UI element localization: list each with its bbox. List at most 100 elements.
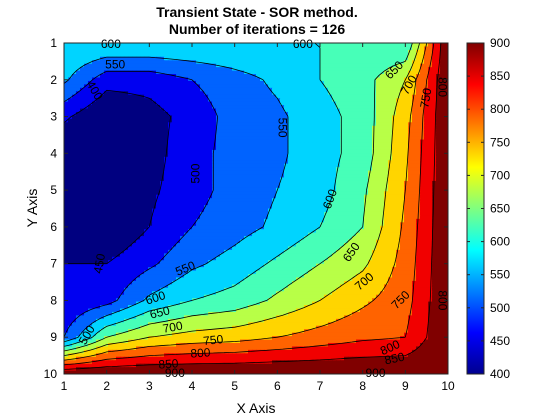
contour-cell [312,74,317,79]
contour-cell [68,194,73,199]
contour-cell [268,177,273,182]
contour-cell [320,111,325,117]
contour-cell [164,80,169,85]
contour-cell [248,205,253,210]
contour-cell [332,170,337,175]
contour-cell [132,149,137,154]
contour-cell [372,43,377,48]
contour-cell [424,201,429,206]
contour-cell [240,191,245,196]
contour-cell [76,222,81,227]
contour-cell [168,218,173,223]
contour-cell [220,122,225,127]
contour-cell [240,211,245,216]
contour-cell [136,91,141,96]
contour-cell [432,136,437,141]
contour-cell [308,201,313,206]
contour-cell [256,218,261,223]
contour-cell [340,149,345,154]
contour-cell [408,139,413,144]
contour-cell [188,87,193,92]
contour-cell [120,167,125,172]
contour-cell [396,149,401,154]
contour-cell [108,49,113,54]
contour-cell [100,167,105,172]
contour-cell [352,49,357,54]
contour-cell [88,146,93,151]
contour-cell [156,67,161,72]
contour-cell [212,56,217,61]
contour-cell [188,101,193,106]
contour-cell [96,215,101,220]
contour-cell [140,211,145,216]
contour-cell [368,184,373,189]
contour-cell [336,208,341,213]
contour-cell [292,160,297,165]
contour-cell [388,129,393,134]
contour-cell [304,46,309,51]
contour-cell [76,167,81,172]
contour-cell [152,177,157,182]
contour-cell [228,108,233,113]
contour-cell [304,156,309,161]
contour-cell [184,43,189,48]
contour-cell [444,205,448,210]
contour-cell [268,91,273,96]
contour-cell [396,201,401,206]
contour-cell [300,142,305,148]
contour-cell [248,105,253,110]
contour-cell [192,149,197,154]
contour-cell [116,167,121,172]
contour-cell [332,80,337,85]
contour-cell [372,56,377,61]
contour-cell [152,174,157,179]
contour-cell [280,160,285,165]
contour-cell [164,108,169,113]
contour-cell [384,98,389,103]
contour-cell [280,122,285,127]
contour-cell [164,129,169,134]
contour-cell [312,49,317,54]
contour-cell [444,43,448,48]
contour-cell [348,43,353,48]
contour-cell [316,180,321,185]
contour-cell [404,63,409,68]
contour-cell [204,115,209,120]
contour-cell [212,43,217,48]
contour-cell [64,146,69,151]
contour-cell [64,211,69,216]
contour-cell [440,84,445,89]
contour-cell [208,91,213,96]
contour-cell [236,60,241,65]
contour-cell [152,184,157,189]
contour-cell [172,205,177,210]
contour-cell [260,108,265,113]
contour-cell [392,160,397,165]
contour-cell [88,163,93,168]
contour-cell [124,63,129,68]
contour-cell [212,180,217,185]
contour-cell [408,187,413,192]
contour-cell [272,198,277,203]
contour-cell [348,142,353,148]
contour-cell [92,108,97,113]
contour-cell [308,115,313,120]
contour-cell [112,142,117,148]
contour-cell [232,101,237,106]
contour-cell [228,49,233,54]
contour-cell [160,187,165,192]
contour-cell [268,153,273,158]
contour-cell [236,87,241,92]
contour-cell [128,98,133,103]
contour-cell [264,118,269,123]
contour-cell [184,218,189,223]
contour-cell [100,142,105,148]
contour-cell [168,63,173,68]
contour-cell [220,215,225,220]
contour-cell [116,184,121,189]
contour-cell [140,160,145,165]
contour-cell [204,94,209,99]
contour-cell [64,177,69,182]
contour-cell [332,129,337,134]
contour-cell [340,194,345,199]
